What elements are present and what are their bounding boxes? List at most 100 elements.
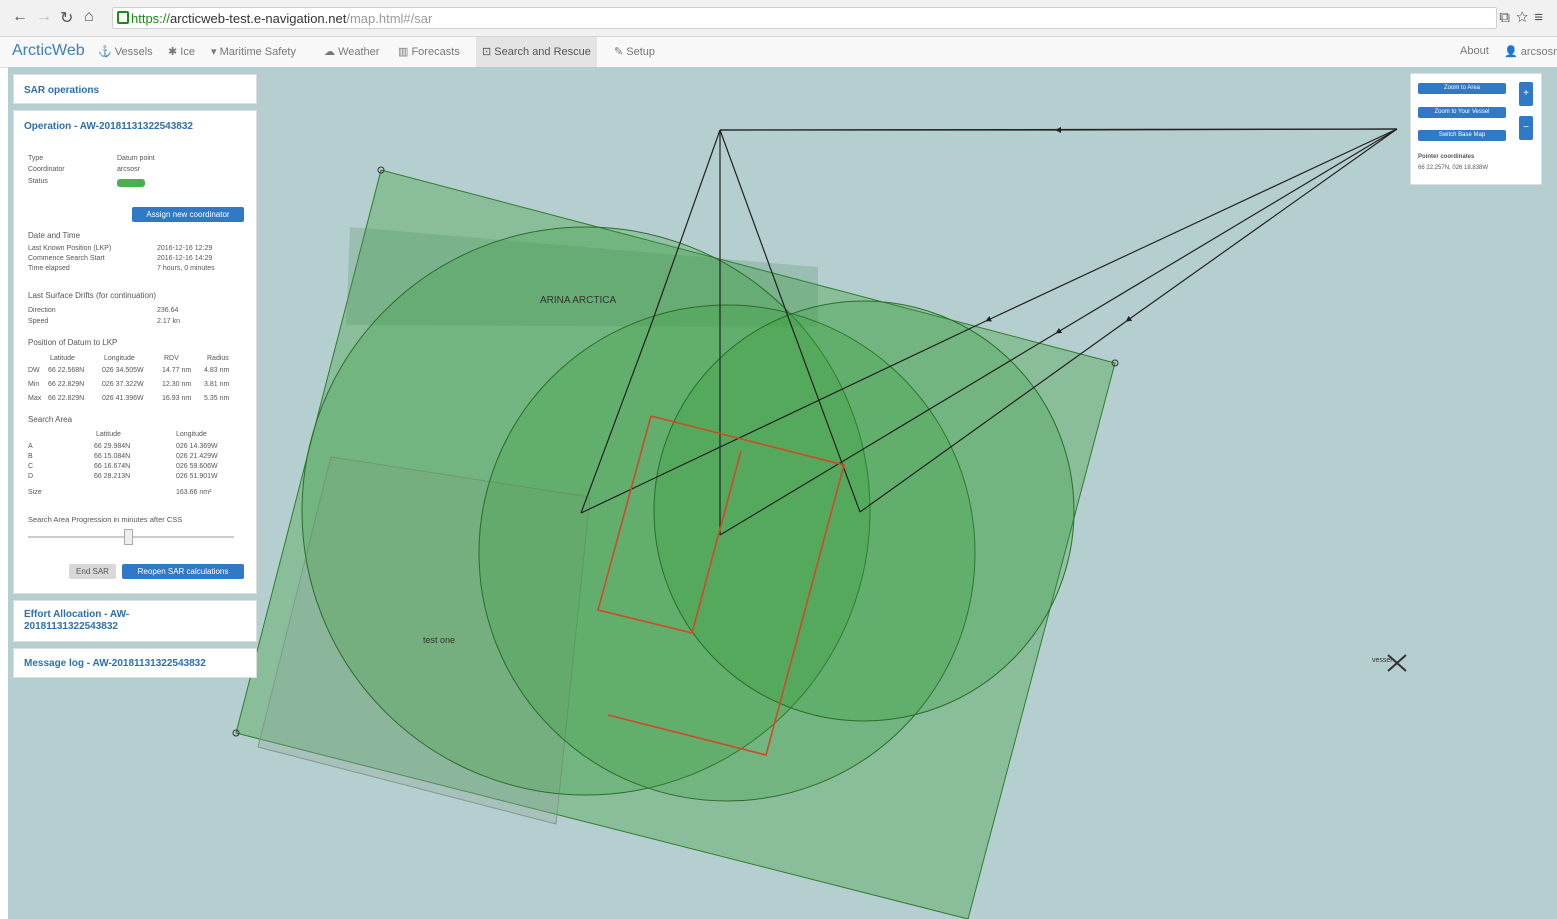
datum-header: Latitude [50,355,75,362]
lkp-label: Last Known Position (LKP) [28,245,112,252]
size-value: 163.66 nm² [176,489,212,496]
nav-forecasts-label: Forecasts [411,46,460,58]
zoom-out-button[interactable]: − [1519,116,1533,140]
nav-maritime-safety[interactable]: ▾ Maritime Safety [211,46,296,58]
type-label: Type [28,155,44,162]
app-navbar: ArcticWeb ⚓ Vessels ✱ Ice ▾ Maritime Saf… [0,37,1557,68]
pointer-coordinates-value: 66 22.257N, 026 18.838W [1418,165,1489,171]
nav-user[interactable]: 👤 arcsosr [1504,46,1557,58]
nav-ice-label: Ice [180,46,195,58]
map-overlay [232,126,1407,919]
nav-search-and-rescue-label: Search and Rescue [494,46,591,58]
area-row-lat: 66 28.213N [94,473,131,480]
vessel-name-label: ARINA ARCTICA [540,295,617,306]
progression-slider-handle[interactable] [124,529,133,545]
sub-area-top[interactable] [346,227,818,327]
lkp-value: 2016-12-16 12:29 [157,245,213,252]
search-area-title: Search Area [28,415,73,424]
nav-weather-label: Weather [338,46,380,58]
datum-row-radius: 5.35 nm [204,395,230,402]
sar-operations-panel[interactable]: SAR operations [13,74,257,104]
map-canvas[interactable]: ARINA ARCTICA test one vessel [8,67,1557,919]
vessel-icon[interactable] [1387,654,1407,672]
datum-row-rdv: 14.77 nm [162,367,192,374]
area-row-lat: 66 29.984N [94,443,131,450]
nav-about[interactable]: About [1460,45,1489,57]
drift-title: Last Surface Drifts (for continuation) [28,291,157,300]
switch-base-map-button[interactable]: Switch Base Map [1418,130,1506,141]
corner-marker[interactable] [1111,359,1119,367]
nav-weather[interactable]: ☁ Weather [324,46,380,58]
datum-row-lat: 66 22.829N [48,381,85,388]
effort-tracks [597,415,845,756]
date-time-title: Date and Time [28,231,81,240]
nav-vessels[interactable]: ⚓ Vessels [98,46,153,58]
search-area-polygon[interactable] [235,169,1116,919]
css-label: Commence Search Start [28,255,105,262]
area-row-label: C [28,463,34,470]
zoom-to-area-button[interactable]: Zoom to Area [1418,83,1506,94]
nav-forecasts[interactable]: ▥ Forecasts [398,46,460,58]
datum-row-label: Min [28,381,40,388]
extension-icon[interactable]: ⧉ [1499,9,1516,26]
corner-marker[interactable] [232,729,240,737]
datum-row-lat: 66 22.568N [48,367,85,374]
message-log-title[interactable]: Message log - AW-20181131322543832 [24,658,206,669]
elapsed-label: Time elapsed [28,265,70,272]
url-path: /map.html#/sar [346,11,433,26]
datum-row-lon: 026 41.396W [102,395,144,402]
coordinator-value: arcsosr [117,166,140,173]
area-row-label: D [28,473,34,480]
nav-setup[interactable]: ✎ Setup [614,46,656,58]
home-icon[interactable]: ⌂ [84,8,94,25]
menu-icon[interactable]: ≡ [1534,9,1549,26]
elapsed-value: 7 hours, 0 minutes [157,265,215,272]
status-badge [117,179,145,187]
size-label: Size [28,489,42,496]
forward-icon[interactable]: → [36,8,52,25]
nav-ice[interactable]: ✱ Ice [168,46,195,58]
star-icon[interactable]: ☆ [1515,9,1535,26]
zoom-in-button[interactable]: + [1519,82,1533,106]
effort-allocation-panel[interactable]: Effort Allocation - AW-20181131322543832 [13,600,257,642]
vessel-label: vessel [1372,657,1392,664]
datum-row-radius: 4.83 nm [204,367,230,374]
corner-marker[interactable] [377,166,385,174]
datum-row-lat: 66 22.829N [48,395,85,402]
zoom-to-vessel-button[interactable]: Zoom to Your Vessel [1418,107,1506,118]
area-row-label: A [28,443,33,450]
datum-circle-min[interactable] [478,304,976,802]
area-row-lon: 026 14.369W [176,443,218,450]
operation-title[interactable]: Operation - AW-20181131322543832 [24,121,193,132]
reopen-sar-button[interactable]: Reopen SAR calculations [122,564,244,579]
area-row-lat: 66 15.084N [94,453,131,460]
progression-label: Search Area Progression in minutes after… [28,515,183,524]
area-name-label: test one [423,635,456,645]
operation-panel: Operation - AW-20181131322543832 Type Da… [13,110,257,594]
area-row-lon: 026 51.901W [176,473,218,480]
url-scheme: https:// [131,11,171,26]
pointer-coordinates-label: Pointer coordinates [1418,154,1475,160]
nav-search-and-rescue[interactable]: ⊡ Search and Rescue [476,37,597,67]
reload-icon[interactable]: ↻ [60,10,74,27]
datum-circle-max[interactable] [653,300,1075,722]
datum-title: Position of Datum to LKP [28,338,118,347]
end-sar-button[interactable]: End SAR [69,564,116,579]
effort-allocation-title[interactable]: Effort Allocation - AW-20181131322543832 [24,609,130,632]
url-host: arcticweb-test.e-navigation.net [170,11,347,26]
sar-operations-title[interactable]: SAR operations [24,85,100,96]
speed-label: Speed [28,318,49,325]
datum-row-rdv: 16.93 nm [162,395,192,402]
datum-header: Radius [207,355,229,362]
coordinator-label: Coordinator [28,166,65,173]
area-header: Latitude [96,431,121,438]
area-row-lon: 026 21.429W [176,453,218,460]
datum-row-label: DW [28,367,40,374]
back-icon[interactable]: ← [12,8,28,25]
sub-area-test-one[interactable] [257,456,591,825]
brand-logo[interactable]: ArcticWeb [12,42,85,59]
assign-coordinator-button[interactable]: Assign new coordinator [132,207,244,222]
address-bar[interactable]: https://arcticweb-test.e-navigation.net/… [112,7,1497,29]
area-header: Longitude [176,431,207,438]
message-log-panel[interactable]: Message log - AW-20181131322543832 [13,648,257,678]
